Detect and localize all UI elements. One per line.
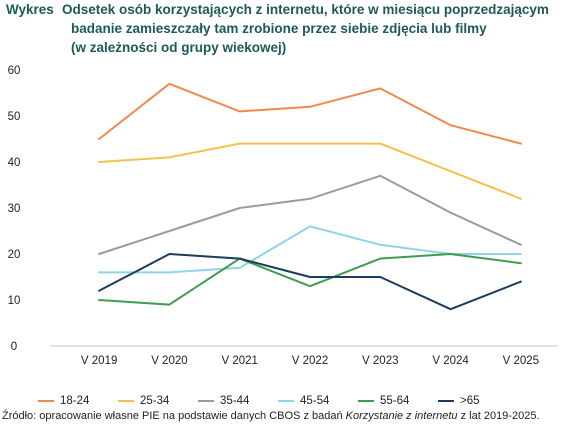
legend-label: 55-64 — [380, 395, 410, 407]
y-tick-label: 20 — [8, 249, 21, 261]
legend-swatch — [198, 400, 214, 402]
series-line-1824 — [98, 82, 522, 145]
y-axis: 0 10 20 30 40 50 60 — [8, 65, 21, 353]
legend-label: >65 — [460, 395, 480, 407]
x-axis: V 2019 V 2020 V 2021 V 2022 V 2023 V 2024 V 20… — [50, 345, 558, 367]
x-tick-label: V 2023 — [362, 355, 398, 367]
y-tick-label: 0 — [11, 341, 17, 353]
x-tick-label: V 2025 — [503, 355, 539, 367]
x-tick-label: V 2024 — [432, 355, 469, 367]
source-text: Źródło: opracowanie własne PIE na podsta… — [2, 410, 346, 422]
legend-swatch — [118, 400, 134, 402]
series-line-3544 — [98, 174, 522, 255]
legend-swatch — [438, 400, 454, 402]
legend-label: 35-44 — [220, 395, 250, 407]
y-tick-label: 30 — [8, 203, 21, 215]
legend-label: 18-24 — [60, 395, 90, 407]
legend-label: 25-34 — [140, 395, 170, 407]
series-line-2534 — [98, 142, 522, 200]
x-tick-label: V 2021 — [221, 355, 257, 367]
y-tick-label: 50 — [8, 111, 21, 123]
y-tick-label: 40 — [8, 157, 21, 169]
series-line-5564 — [98, 253, 522, 306]
y-tick-label: 10 — [8, 295, 21, 307]
legend-label: 45-54 — [300, 395, 330, 407]
x-tick-label: V 2020 — [151, 355, 187, 367]
x-tick-label: V 2019 — [81, 355, 117, 367]
x-tick-label: V 2022 — [292, 355, 328, 367]
source-survey-name: Korzystanie z internetu — [345, 410, 458, 422]
y-tick-label: 60 — [8, 65, 21, 77]
source-years: z lat 2019-2025. — [457, 410, 540, 422]
title-prefix: Wykres — [6, 2, 54, 17]
legend-swatch — [278, 400, 294, 402]
title-line-1: Odsetek osób korzystających z internetu,… — [62, 2, 549, 17]
title-line-2: badanie zamieszczały tam zrobione przez … — [71, 21, 487, 36]
legend-swatch — [38, 400, 54, 402]
series-lines — [98, 82, 522, 311]
legend-swatch — [358, 400, 374, 402]
series-line-65 — [98, 253, 522, 311]
source-note: Źródło: opracowanie własne PIE na podsta… — [2, 409, 584, 423]
title-line-3: (w zależności od grupy wiekowej) — [71, 40, 287, 55]
